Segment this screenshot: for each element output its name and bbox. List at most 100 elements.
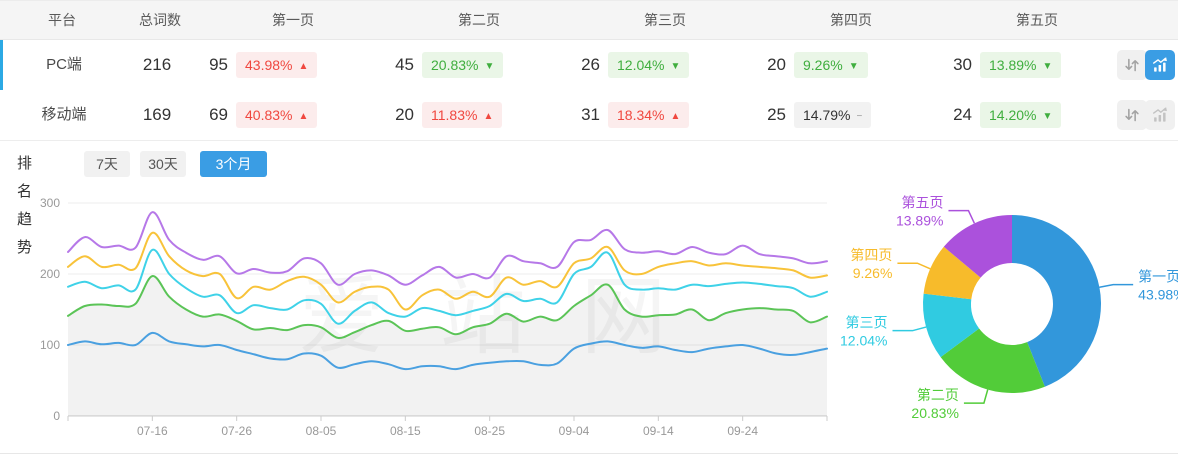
trend-arrow-icon: ▼ [1042,61,1053,72]
col-page1: 第一页 [272,12,314,28]
page4-percent-badge: 14.79% − [794,102,872,128]
pie-label-percent: 20.83% [911,405,958,421]
page4-count: 25 [767,105,786,124]
pie-label-line [963,389,989,404]
trend-arrow-icon: ▲ [670,111,681,122]
page3-percent: 18.34% [617,107,665,123]
tab-7-days[interactable]: 7天 [84,151,130,177]
x-axis-label: 09-14 [643,424,674,438]
page5-percent: 13.89% [989,57,1037,73]
pie-label-name: 第二页 [917,387,959,403]
pie-label-line [948,209,976,224]
table-row-pc[interactable]: PC端 216 95 43.98% ▲ 45 20.83% ▼ 26 12.04% ▼… [0,40,1178,91]
area-第二页 [68,276,827,416]
pie-slice-第三页 [923,293,980,358]
trend-arrow-icon: ▼ [848,61,859,72]
page2-percent: 11.83% [431,107,478,123]
pie-label-percent: 12.04% [840,333,887,349]
page2-percent: 20.83% [431,57,479,73]
page1-count: 95 [209,55,228,74]
page2-percent-badge: 11.83% ▲ [422,102,503,128]
pie-slice-第四页 [923,246,981,300]
pie-label-line [1099,283,1134,289]
col-page5: 第五页 [1016,12,1058,28]
line-series-第三页 [67,248,828,325]
page2-count: 45 [395,55,414,74]
sort-button[interactable] [1117,50,1147,80]
pie-slice-第五页 [943,215,1012,278]
total-words: 216 [142,55,172,74]
page5-count: 24 [953,105,972,124]
page1-percent: 40.83% [245,107,293,123]
x-axis-label: 07-26 [221,424,252,438]
trend-chart-button[interactable] [1145,50,1175,80]
page3-count: 31 [581,105,600,124]
col-platform: 平台 [48,12,76,28]
trend-chart-button[interactable] [1145,100,1175,130]
sort-arrows-icon [1125,108,1139,122]
pie-label-percent: 13.89% [896,213,943,229]
pie-label-line [897,262,931,270]
y-axis-label: 200 [40,267,60,281]
page3-count: 26 [581,55,600,74]
page2-percent-badge: 20.83% ▼ [422,52,504,78]
trend-arrow-icon: − [856,111,863,122]
total-words: 169 [142,105,172,124]
pie-slice-第一页 [1012,215,1101,387]
y-axis-label: 300 [40,196,60,210]
x-axis-label: 09-04 [559,424,590,438]
page1-percent-badge: 40.83% ▲ [236,102,318,128]
trend-title: 排名趋势 [17,155,33,256]
trend-chart-icon [1153,107,1167,122]
sort-button[interactable] [1117,100,1147,130]
pie-label-line [892,326,927,332]
page4-percent: 9.26% [803,57,843,73]
page2-count: 20 [395,105,414,124]
page5-percent-badge: 13.89% ▼ [980,52,1062,78]
y-axis-label: 100 [40,338,60,352]
pie-slice-第二页 [940,328,1045,393]
page3-percent-badge: 12.04% ▼ [608,52,690,78]
line-series-第四页 [67,231,828,311]
trend-arrow-icon: ▼ [670,61,681,72]
page5-percent: 14.20% [989,107,1037,123]
trend-chart-icon [1153,57,1167,72]
platform-name: PC端 [46,56,82,73]
page3-percent-badge: 18.34% ▲ [608,102,690,128]
table-row-mobile[interactable]: 移动端 169 69 40.83% ▲ 20 11.83% ▲ 31 18.34% ▲… [0,90,1178,141]
page1-percent: 43.98% [245,57,293,73]
page5-count: 30 [953,55,972,74]
rank-trend-line-chart[interactable]: 0100200300爱站网07-1607-2608-0508-1508-2509… [0,184,830,455]
trend-arrow-icon: ▲ [483,111,494,122]
tab-3-months[interactable]: 3个月 [200,151,267,177]
col-page2: 第二页 [458,12,500,28]
pie-label-percent: 9.26% [853,265,893,281]
trend-arrow-icon: ▲ [298,111,309,122]
pie-label-name: 第五页 [901,195,943,211]
page4-count: 20 [767,55,786,74]
x-axis-label: 08-15 [390,424,421,438]
line-series-第二页 [67,275,828,339]
x-axis-label: 08-25 [474,424,505,438]
line-series-第五页 [67,211,828,286]
tab-30-days[interactable]: 30天 [140,151,186,177]
page5-percent-badge: 14.20% ▼ [980,102,1062,128]
pie-label-name: 第四页 [850,247,892,263]
page3-percent: 12.04% [617,57,665,73]
col-total: 总词数 [139,12,181,28]
page4-percent-badge: 9.26% ▼ [794,52,868,78]
table-header: 平台 总词数 第一页 第二页 第三页 第四页 第五页 [0,1,1178,40]
line-series-第一页 [67,331,828,371]
trend-arrow-icon: ▼ [1042,111,1053,122]
trend-arrow-icon: ▼ [484,61,495,72]
x-axis-label: 07-16 [137,424,168,438]
trend-arrow-icon: ▲ [298,61,309,72]
col-page3: 第三页 [644,12,686,28]
pie-label-name: 第三页 [846,315,888,331]
sort-arrows-icon [1125,58,1139,72]
page-distribution-donut-chart[interactable]: 第一页 43.98% 第二页 20.83% 第三页 12.04% 第四页 9.26% 第五页 13… [830,161,1178,455]
platform-name: 移动端 [41,106,87,123]
x-axis-label: 08-05 [306,424,337,438]
col-page4: 第四页 [830,12,872,28]
